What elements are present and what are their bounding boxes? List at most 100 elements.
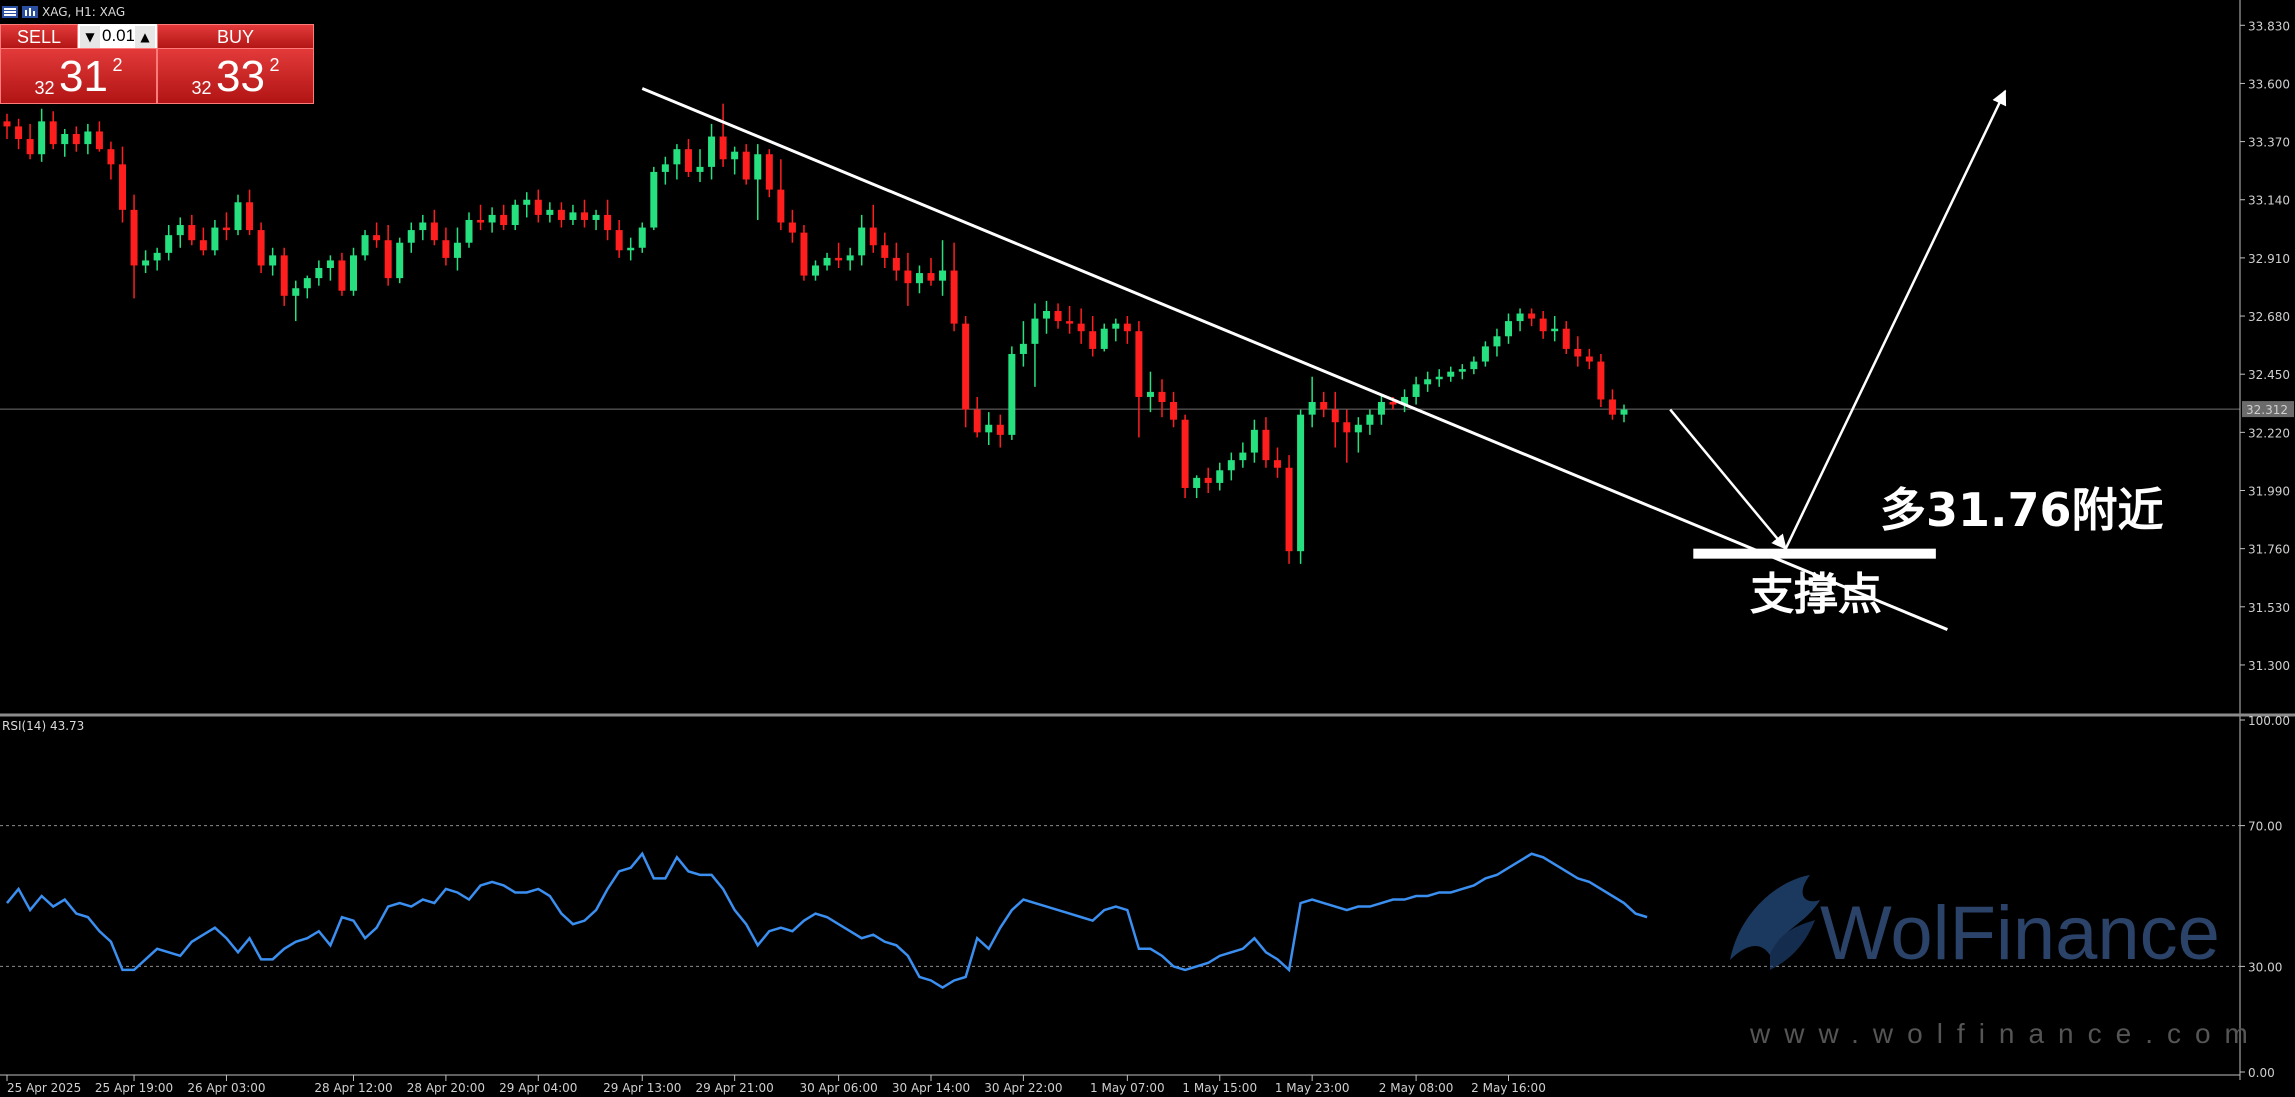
- candle: [1562, 321, 1570, 354]
- candle-body: [592, 214, 600, 220]
- rsi-tick-label: 0.00: [2248, 1066, 2275, 1080]
- candle: [638, 222, 646, 253]
- candle-body: [1008, 353, 1016, 435]
- candle-body: [95, 131, 103, 150]
- candle: [1551, 316, 1559, 342]
- candle-body: [581, 212, 588, 220]
- sell-button[interactable]: SELL: [0, 24, 78, 50]
- candle: [419, 214, 427, 241]
- candle: [488, 207, 496, 233]
- candle-body: [927, 273, 935, 281]
- chart-type-icon[interactable]: [22, 6, 38, 18]
- candle: [673, 144, 681, 180]
- candle-body: [719, 136, 727, 160]
- candle-body: [915, 273, 923, 284]
- candle-body: [488, 214, 496, 223]
- candle-body: [280, 255, 288, 296]
- lot-increase-icon[interactable]: ▲: [135, 26, 155, 48]
- candle-body: [1239, 452, 1247, 461]
- candle-body: [881, 245, 889, 258]
- candle-body: [326, 260, 334, 269]
- candle-body: [731, 151, 739, 160]
- candle: [1528, 308, 1536, 327]
- candle: [234, 194, 242, 236]
- candle-body: [858, 227, 866, 256]
- candle-body: [49, 121, 57, 145]
- candle-body: [904, 270, 912, 284]
- candle: [407, 222, 415, 253]
- candle-body: [754, 154, 762, 180]
- candle: [1089, 316, 1097, 357]
- candle-body: [269, 255, 277, 266]
- candle: [1608, 389, 1616, 420]
- candle-body: [604, 214, 612, 231]
- candle-body: [1216, 470, 1224, 483]
- candle: [754, 144, 762, 220]
- candle-body: [500, 214, 508, 226]
- candle: [1054, 303, 1062, 329]
- watermark-url: www.wolfinance.com: [1750, 1018, 2262, 1049]
- candle: [1250, 419, 1258, 463]
- buy-price-button[interactable]: 32 33 2: [157, 48, 314, 104]
- candle: [1320, 391, 1328, 418]
- candle-body: [396, 242, 404, 279]
- candle: [788, 209, 796, 243]
- time-tick-label: 29 Apr 21:00: [696, 1081, 774, 1095]
- candle: [1170, 391, 1178, 428]
- buy-price: 32 33 2: [158, 55, 313, 99]
- menu-icon[interactable]: [2, 6, 18, 18]
- candle-body: [453, 242, 461, 258]
- candle: [1077, 308, 1085, 344]
- candle-body: [973, 409, 981, 433]
- candle: [1297, 409, 1305, 564]
- time-tick-label: 2 May 08:00: [1379, 1081, 1454, 1095]
- candle: [765, 149, 773, 198]
- buy-button[interactable]: BUY: [157, 24, 314, 50]
- candle-body: [1054, 310, 1062, 322]
- candle-body: [1412, 384, 1420, 397]
- candle: [1100, 323, 1108, 352]
- candle: [939, 240, 947, 296]
- candle-body: [234, 202, 242, 231]
- candle: [1193, 475, 1201, 499]
- candle-body: [1181, 419, 1189, 488]
- lot-size-control: ▼ ▲: [78, 24, 157, 50]
- candle-body: [1620, 409, 1628, 415]
- candle-body: [1100, 328, 1108, 349]
- candle: [477, 204, 485, 231]
- candle: [1620, 404, 1628, 423]
- candle: [1470, 356, 1478, 375]
- projection-up-arrow: [1784, 89, 2007, 550]
- time-tick-label: 2 May 16:00: [1471, 1081, 1546, 1095]
- candle-body: [985, 424, 993, 433]
- candle-body: [1389, 402, 1397, 405]
- lot-decrease-icon[interactable]: ▼: [80, 26, 100, 48]
- candle-body: [142, 260, 150, 266]
- candle-body: [708, 136, 716, 167]
- candle: [199, 227, 207, 256]
- candle: [719, 103, 727, 167]
- candle-body: [338, 260, 346, 291]
- candle: [869, 204, 877, 253]
- candle-body: [534, 199, 542, 215]
- candle-body: [892, 257, 900, 271]
- wolf-logo-icon: [1730, 875, 1820, 970]
- candle-body: [1227, 460, 1235, 471]
- candle: [696, 149, 704, 183]
- candle-body: [869, 227, 877, 246]
- candle-body: [1608, 399, 1616, 415]
- annotation-overlays: [641, 87, 2007, 631]
- time-tick-label: 30 Apr 06:00: [799, 1081, 877, 1095]
- time-tick-label: 26 Apr 03:00: [187, 1081, 265, 1095]
- sell-price-button[interactable]: 32 31 2: [0, 48, 157, 104]
- candle-body: [939, 270, 947, 281]
- current-price-badge: [2242, 401, 2294, 418]
- candle-body: [800, 232, 808, 276]
- candle: [800, 225, 808, 281]
- candle: [384, 225, 392, 286]
- candle-body: [1250, 429, 1258, 453]
- lot-size-input[interactable]: [102, 26, 134, 46]
- candle-body: [153, 252, 161, 261]
- candle: [1412, 376, 1420, 405]
